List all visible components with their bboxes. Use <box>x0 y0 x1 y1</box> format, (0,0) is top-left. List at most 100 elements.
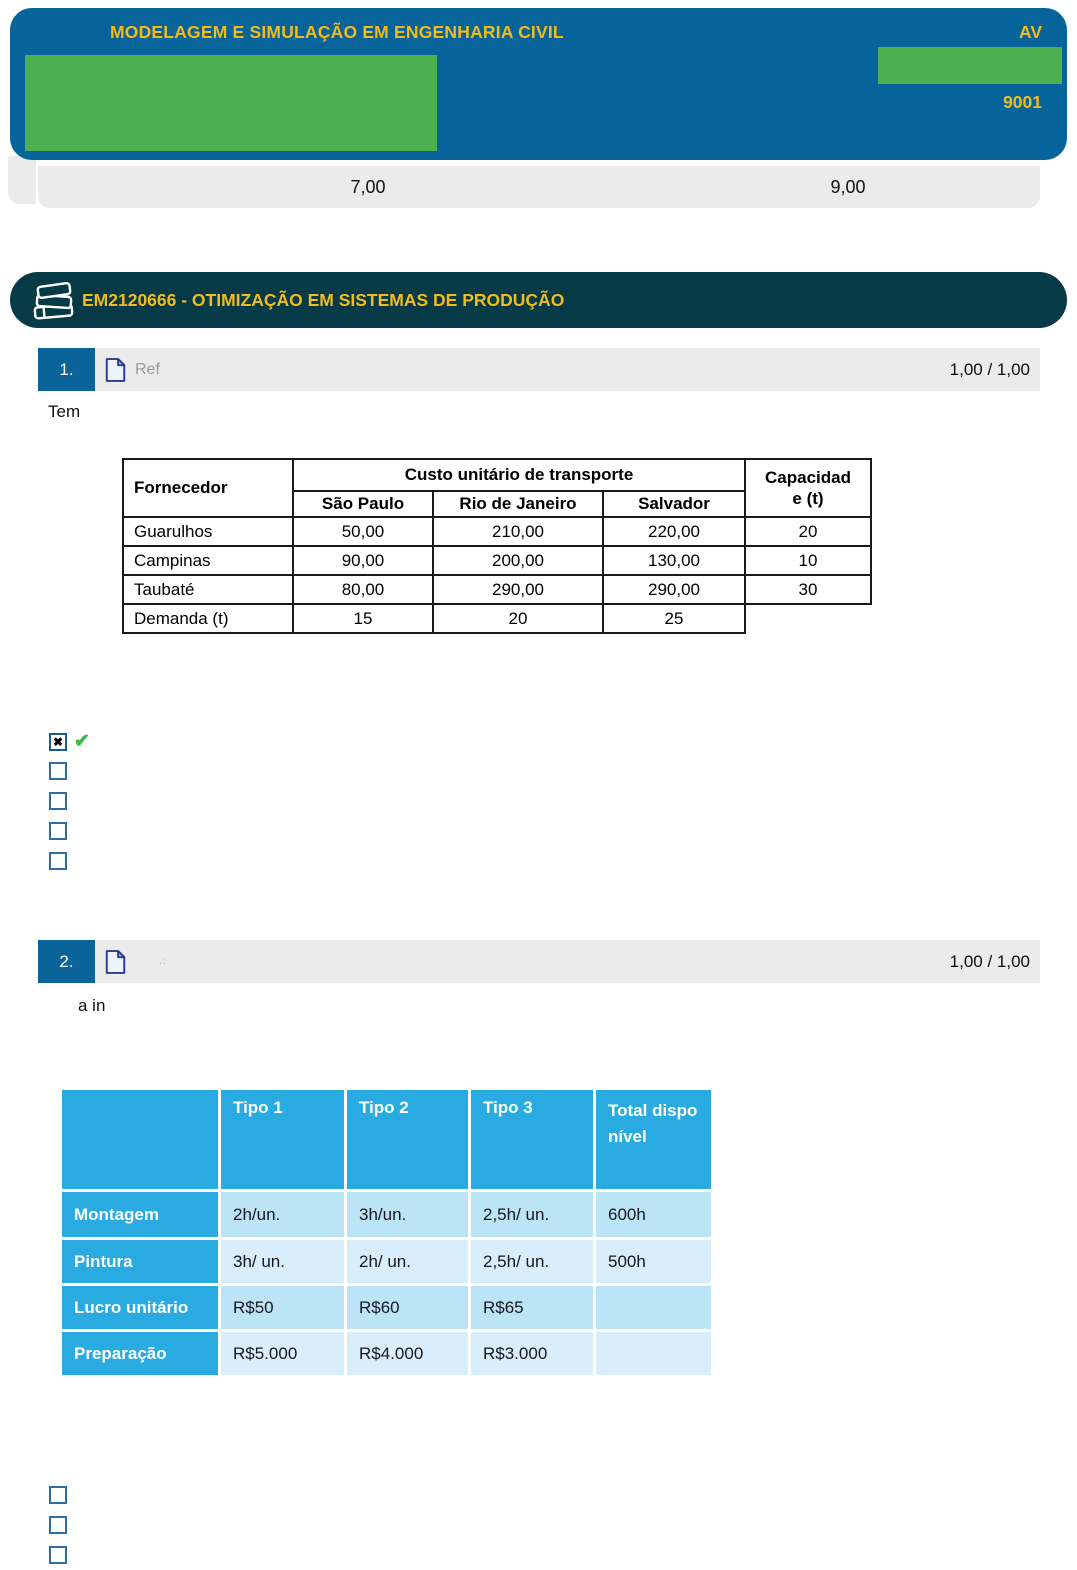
table-row: Guarulhos 50,00 210,00 220,00 20 <box>122 516 873 547</box>
cell-value: 50,00 <box>292 516 434 547</box>
bar-corner-decoration <box>8 156 36 204</box>
cell-value: 600h <box>593 1189 714 1240</box>
cell-fornecedor: Taubaté <box>122 574 294 605</box>
document-icon[interactable] <box>105 949 126 975</box>
cell-value <box>593 1283 714 1332</box>
table-row: Lucro unitário R$50 R$60 R$65 <box>59 1283 714 1332</box>
col-header-capacidade: Capacidade (t) <box>744 458 873 518</box>
question2-score: 1,00 / 1,00 <box>949 952 1030 971</box>
col-header-fornecedor: Fornecedor <box>122 458 294 518</box>
answer-checkbox[interactable]: ✖ <box>49 732 67 751</box>
question2-ref-label: .: <box>159 956 167 967</box>
table-row: Demanda (t) 15 20 25 <box>122 603 872 634</box>
exam-code-label: 9001 <box>1003 92 1042 112</box>
answer-checkbox[interactable] <box>49 792 67 810</box>
exam-type-label: AV <box>1018 22 1042 42</box>
answer-checkbox[interactable] <box>49 822 67 840</box>
cell-fornecedor: Demanda (t) <box>122 603 294 634</box>
question1-ref-label: Ref <box>135 361 160 378</box>
books-stack-icon <box>33 282 74 320</box>
question1-header: 1. Ref 1,00 / 1,00 <box>38 348 1040 391</box>
question2-number-badge: 2. <box>38 940 95 983</box>
col-group-header-custo: Custo unitário de transporte <box>291 458 747 492</box>
q1-option-5 <box>49 852 67 870</box>
col-header-total: Total disponível <box>593 1087 714 1192</box>
grades-bar: 7,00 9,00 <box>38 166 1040 208</box>
cell-value: 210,00 <box>432 516 604 547</box>
question1-stem: Tem <box>48 402 81 421</box>
discipline-bar: EM2120666 - OTIMIZAÇÃO EM SISTEMAS DE PR… <box>10 272 1067 328</box>
row-label: Lucro unitário <box>59 1283 221 1332</box>
row-label: Preparação <box>59 1329 221 1378</box>
col-header-blank <box>59 1087 221 1192</box>
cell-value: R$50 <box>218 1283 347 1332</box>
production-data-table: Tipo 1 Tipo 2 Tipo 3 Total disponível Mo… <box>59 1087 714 1378</box>
cell-value: R$65 <box>468 1283 596 1332</box>
question2-header: 2. .: 1,00 / 1,00 <box>38 940 1040 983</box>
row-label: Montagem <box>59 1189 221 1240</box>
cell-value: R$3.000 <box>468 1329 596 1378</box>
course-title: MODELAGEM E SIMULAÇÃO EM ENGENHARIA CIVI… <box>110 22 564 42</box>
correct-answer-icon: ✔ <box>74 731 90 752</box>
cell-value: 2,5h/ un. <box>468 1237 596 1286</box>
cell-value: 30 <box>744 574 873 605</box>
q1-option-4 <box>49 822 67 840</box>
row-label: Pintura <box>59 1237 221 1286</box>
cell-fornecedor: Guarulhos <box>122 516 294 547</box>
cell-value: R$60 <box>344 1283 471 1332</box>
cell-value: 3h/ un. <box>218 1237 347 1286</box>
cell-value: 290,00 <box>432 574 604 605</box>
cell-value: R$5.000 <box>218 1329 347 1378</box>
q2-option-2 <box>49 1516 67 1534</box>
answer-checkbox[interactable] <box>49 1516 67 1534</box>
answer-checkbox[interactable] <box>49 762 67 780</box>
redacted-block-right <box>878 47 1062 84</box>
cell-value: 220,00 <box>601 516 747 547</box>
cell-value: 500h <box>593 1237 714 1286</box>
answer-checkbox[interactable] <box>49 1546 67 1564</box>
q2-option-1 <box>49 1486 67 1504</box>
cell-value: 3h/un. <box>344 1189 471 1240</box>
col-header-sao-paulo: São Paulo <box>292 490 434 518</box>
q1-option-3 <box>49 792 67 810</box>
table-row: Campinas 90,00 200,00 130,00 10 <box>122 545 873 576</box>
cell-value: R$4.000 <box>344 1329 471 1378</box>
cell-value: 20 <box>744 516 873 547</box>
table-header-row: Fornecedor Custo unitário de transporte … <box>122 458 873 518</box>
question2-stem: a in <box>78 996 106 1015</box>
table-subheader-row: São Paulo Rio de Janeiro Salvador <box>123 490 871 518</box>
cell-value: 20 <box>432 603 604 634</box>
table-row: Montagem 2h/un. 3h/un. 2,5h/ un. 600h <box>59 1189 714 1240</box>
col-header-tipo3: Tipo 3 <box>468 1087 596 1192</box>
cell-value: 290,00 <box>601 574 747 605</box>
cell-value: 2h/ un. <box>344 1237 471 1286</box>
col-header-tipo2: Tipo 2 <box>344 1087 471 1192</box>
q1-option-1: ✖ ✔ <box>49 732 90 751</box>
document-icon[interactable] <box>105 357 126 383</box>
q2-option-3 <box>49 1546 67 1564</box>
answer-checkbox[interactable] <box>49 1486 67 1504</box>
cell-value <box>593 1329 714 1378</box>
redacted-block-left <box>25 55 437 151</box>
table-header-row: Tipo 1 Tipo 2 Tipo 3 Total disponível <box>59 1087 714 1192</box>
col-header-salvador: Salvador <box>601 490 747 518</box>
q1-option-2 <box>49 762 67 780</box>
cell-fornecedor: Campinas <box>122 545 294 576</box>
cell-value: 130,00 <box>601 545 747 576</box>
grade-right-value: 9,00 <box>830 177 866 197</box>
table-row: Preparação R$5.000 R$4.000 R$3.000 <box>59 1329 714 1378</box>
question1-score: 1,00 / 1,00 <box>949 360 1030 379</box>
cell-value: 2h/un. <box>218 1189 347 1240</box>
question1-number-badge: 1. <box>38 348 95 391</box>
cell-value: 90,00 <box>292 545 434 576</box>
cell-value: 200,00 <box>432 545 604 576</box>
grade-left-value: 7,00 <box>350 177 386 197</box>
transport-cost-table: Fornecedor Custo unitário de transporte … <box>122 458 873 634</box>
cell-empty <box>745 604 872 633</box>
answer-checkbox[interactable] <box>49 852 67 870</box>
course-header: MODELAGEM E SIMULAÇÃO EM ENGENHARIA CIVI… <box>10 8 1067 160</box>
col-header-tipo1: Tipo 1 <box>218 1087 347 1192</box>
cell-value: 15 <box>292 603 434 634</box>
cell-value: 80,00 <box>292 574 434 605</box>
discipline-title: EM2120666 - OTIMIZAÇÃO EM SISTEMAS DE PR… <box>82 290 565 310</box>
